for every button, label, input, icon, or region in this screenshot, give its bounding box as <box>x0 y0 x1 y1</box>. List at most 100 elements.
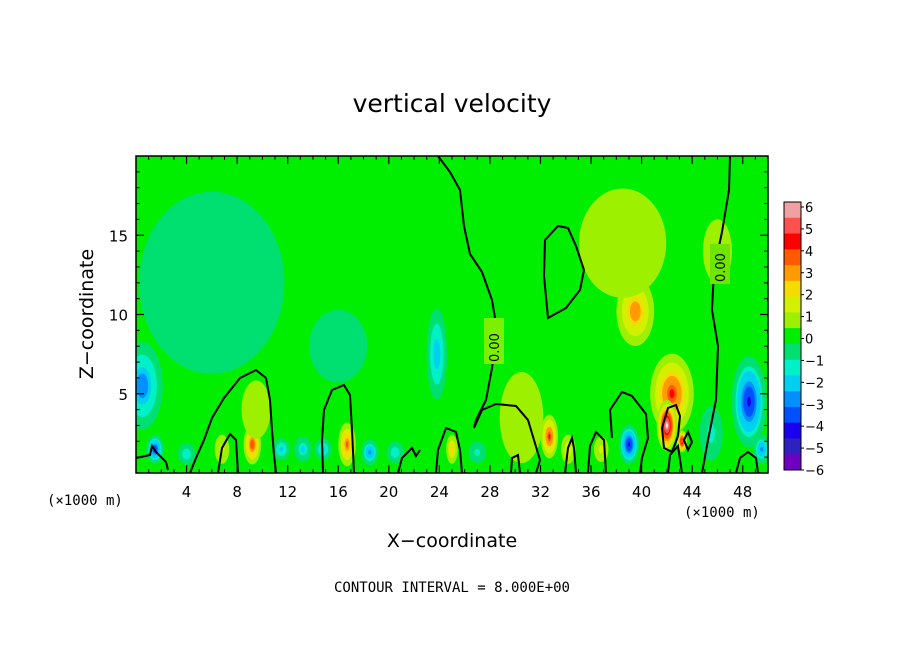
heatmap-cell <box>681 440 683 443</box>
x-axis: 4 8 12 16 20 24 28 32 36 40 44 48 <box>148 156 756 501</box>
colorbar-tick-label: −6 <box>805 464 824 479</box>
colorbar-swatch <box>784 422 801 439</box>
heatmap-feature <box>656 399 678 451</box>
x-tick-label: 16 <box>329 483 348 501</box>
colorbar-tick-label: −2 <box>805 376 824 391</box>
x-tick-label: 36 <box>581 483 600 501</box>
heatmap-cell <box>184 451 189 457</box>
heatmap-cell <box>666 423 668 428</box>
colorbar-tick-label: 3 <box>805 267 813 282</box>
colorbar-swatch <box>784 202 801 219</box>
heatmap-feature <box>294 436 312 462</box>
colorbar-swatch <box>784 280 801 298</box>
heatmap-cell <box>248 395 264 425</box>
y-tick-label: 5 <box>118 386 128 404</box>
contour-label: 0.00 <box>488 333 503 362</box>
heatmap-feature <box>618 424 640 465</box>
x-unit-right: (×1000 m) <box>684 505 760 521</box>
heatmap-feature <box>177 443 196 465</box>
y-axis-label: Z−coordinate <box>76 249 98 379</box>
contour-line <box>320 383 355 473</box>
contour-label-bg <box>710 244 730 284</box>
colorbar-tick-label: 4 <box>805 245 813 260</box>
colorbar-swatch <box>784 343 801 361</box>
contour-line <box>542 224 586 320</box>
colorbar-frame <box>783 201 802 471</box>
contour-line <box>587 430 607 473</box>
contour-line <box>608 390 650 473</box>
colorbar-swatch <box>784 312 801 329</box>
heatmap-cell <box>345 441 349 448</box>
contour-line <box>682 429 694 453</box>
heatmap-feature <box>699 406 723 461</box>
zero-contours <box>136 156 759 473</box>
colorbar-tick-label: 6 <box>805 201 813 216</box>
heatmap-cell <box>669 389 675 399</box>
heatmap-feature <box>139 191 285 374</box>
x-tick-label: 48 <box>733 483 752 501</box>
colorbar-swatch <box>784 233 801 250</box>
heatmap-feature <box>241 380 271 439</box>
heatmap-feature <box>676 430 688 453</box>
heatmap-cell <box>309 309 368 383</box>
x-tick-label: 8 <box>232 483 242 501</box>
x-tick-label: 12 <box>278 483 297 501</box>
y-tick-label: 10 <box>109 307 128 325</box>
heatmap-cell <box>300 446 306 453</box>
colorbar-tick-label: 5 <box>805 223 813 238</box>
x-tick-label: 44 <box>683 483 702 501</box>
contour-line <box>701 156 731 473</box>
x-tick-label: 4 <box>182 483 192 501</box>
heatmap-feature <box>468 441 487 464</box>
heatmap-feature <box>446 434 458 464</box>
heatmap-feature <box>731 356 767 448</box>
heatmap-feature <box>361 439 379 466</box>
contour-line <box>660 403 682 454</box>
heatmap-feature <box>386 441 404 464</box>
colorbar-tick-label: −5 <box>805 442 824 457</box>
colorbar-swatch <box>784 375 801 392</box>
heatmap-cell <box>368 450 372 455</box>
heatmap-cell <box>632 306 638 317</box>
x-tick-label: 32 <box>531 483 550 501</box>
heatmap-cell <box>510 394 533 441</box>
contour-line <box>189 368 277 473</box>
colorbar-tick-label: −4 <box>805 420 824 435</box>
contour-line <box>667 443 683 473</box>
x-tick-label: 20 <box>379 483 398 501</box>
heatmap-feature <box>136 342 163 430</box>
heatmap-cell <box>760 446 764 452</box>
contour-line <box>435 426 463 473</box>
heatmap-feature <box>579 188 667 298</box>
heatmap-cell <box>600 215 645 271</box>
heatmap-cell <box>139 379 146 393</box>
heatmap-cell <box>548 434 551 439</box>
heatmap-cell <box>251 441 254 447</box>
colorbar-swatch <box>784 328 801 345</box>
heatmap-cell <box>747 396 751 407</box>
contour-label-bg <box>484 318 504 364</box>
heatmap-feature <box>280 273 397 420</box>
contour-line <box>564 434 577 473</box>
colorbar-swatch <box>784 249 801 266</box>
contour-line <box>397 446 421 473</box>
heatmap-cell <box>392 449 398 456</box>
colorbar-swatch <box>784 438 801 455</box>
colorbar-swatch <box>784 265 801 282</box>
y-axis: 5 10 15 <box>109 171 768 458</box>
heatmap-cell <box>279 447 284 452</box>
heatmap-feature <box>540 414 559 459</box>
colorbar-swatch <box>784 296 801 313</box>
colorbar-swatch <box>784 217 801 235</box>
contour-label: 0.00 <box>714 253 729 282</box>
heatmap-cell <box>450 446 454 453</box>
y-tick-label: 15 <box>109 227 128 245</box>
contour-line <box>510 453 521 473</box>
colorbar-swatch <box>784 391 801 408</box>
colorbar-tick-label: 1 <box>805 311 813 326</box>
colorbar-tick-label: −3 <box>805 398 824 413</box>
x-unit-left: (×1000 m) <box>47 493 123 509</box>
x-tick-label: 28 <box>480 483 499 501</box>
heatmap-feature <box>272 438 291 461</box>
